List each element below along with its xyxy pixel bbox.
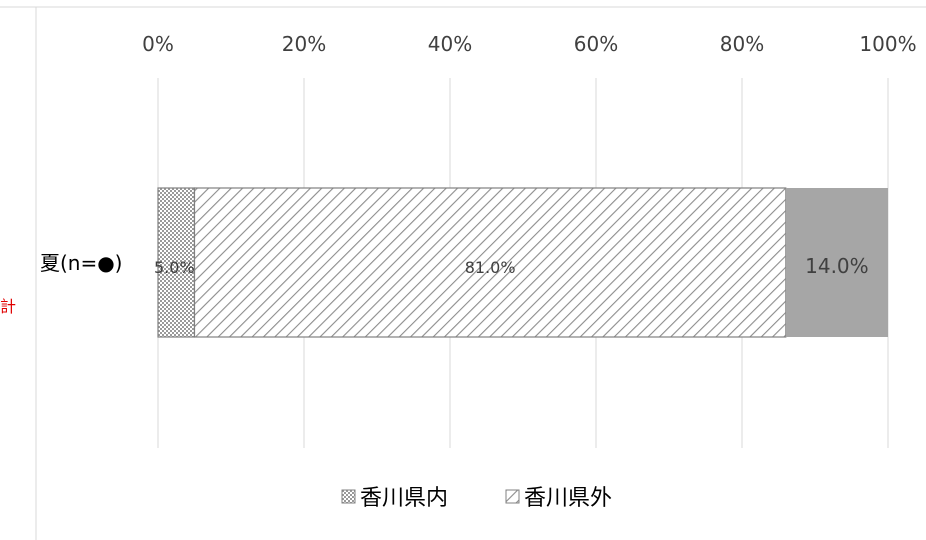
x-tick-label-4: 80% [720, 32, 764, 56]
x-tick-label-5: 100% [859, 32, 916, 56]
legend-label-kagawa-inside: 香川県内 [360, 486, 448, 511]
x-tick-label-1: 20% [282, 32, 326, 56]
bar-segment-kagawa-inside [157, 187, 196, 338]
bar-segment-kagawa-outside [193, 187, 787, 338]
x-tick-label-0: 0% [142, 32, 174, 56]
x-tick-label-2: 40% [428, 32, 472, 56]
x-tick-label-3: 60% [574, 32, 618, 56]
data-label-1: 81.0% [465, 258, 516, 277]
legend: 香川県内 香川県外 [341, 486, 612, 511]
side-label: 集計 [0, 297, 16, 316]
bar-segment-other [785, 188, 888, 337]
category-label: 夏(n=●) [40, 251, 123, 275]
legend-swatch-kagawa-inside [341, 489, 356, 504]
data-label-0: 5.0% [154, 258, 195, 277]
data-label-2: 14.0% [805, 254, 869, 278]
legend-swatch-kagawa-outside [505, 489, 520, 504]
legend-label-kagawa-outside: 香川県外 [524, 486, 612, 511]
